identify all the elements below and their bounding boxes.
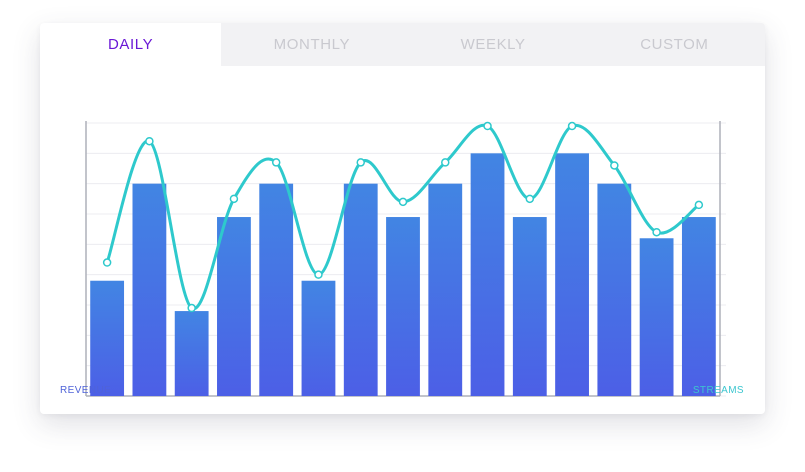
revenue-bar [132, 183, 167, 396]
revenue-bar [386, 217, 420, 396]
streams-point [398, 197, 408, 207]
tab-weekly[interactable]: WEEKLY [460, 36, 526, 53]
streams-point [441, 158, 450, 167]
streams-point [694, 200, 704, 210]
revenue-axis-label: REVENUE [60, 385, 112, 396]
revenue-bar [639, 238, 674, 396]
revenue-bar [174, 311, 209, 396]
chart-card: DAILY MONTHLY WEEKLY CUSTOM REVENUE STRE… [40, 23, 765, 414]
revenue-bar [90, 280, 125, 396]
streams-point [356, 158, 365, 167]
tab-daily[interactable]: DAILY [40, 23, 222, 66]
revenue-bar [259, 183, 294, 396]
streams-point [483, 121, 492, 131]
revenue-bar [217, 217, 251, 396]
tab-custom[interactable]: CUSTOM [640, 36, 709, 53]
revenue-bar [555, 153, 589, 396]
tab-monthly[interactable]: MONTHLY [273, 36, 351, 53]
streams-point [567, 121, 577, 131]
streams-point [145, 136, 154, 146]
streams-point [610, 161, 619, 170]
streams-point [271, 158, 281, 167]
streams-point [229, 194, 239, 204]
revenue-bar [343, 183, 378, 396]
revenue-bar [301, 280, 336, 396]
streams-point [652, 227, 661, 237]
streams-line [105, 123, 701, 310]
revenue-streams-chart [85, 121, 726, 397]
revenue-bar [597, 183, 632, 396]
streams-point [102, 258, 112, 267]
streams-point [314, 270, 323, 279]
revenue-bar [428, 183, 463, 396]
streams-axis-label: STREAMS [692, 385, 744, 396]
revenue-bar [512, 217, 547, 396]
period-tabs: DAILY MONTHLY WEEKLY CUSTOM [40, 23, 765, 66]
revenue-bar [681, 217, 716, 396]
streams-point [187, 303, 196, 313]
streams-point [525, 194, 535, 204]
revenue-bar [470, 153, 505, 396]
